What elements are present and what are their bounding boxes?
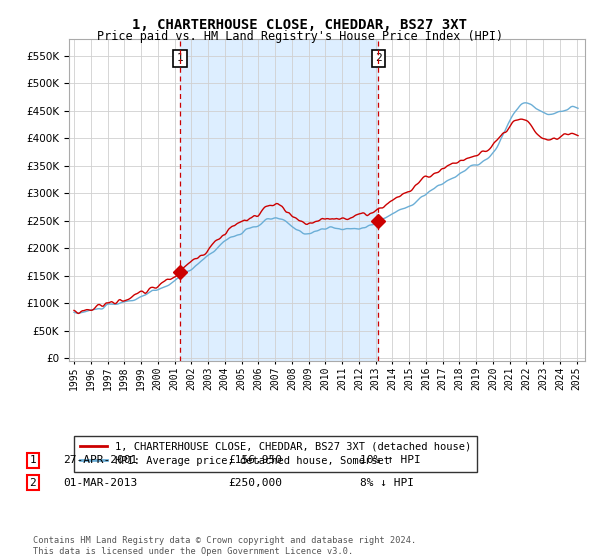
Text: 01-MAR-2013: 01-MAR-2013 xyxy=(63,478,137,488)
Text: 10% ↑ HPI: 10% ↑ HPI xyxy=(360,455,421,465)
Text: 1: 1 xyxy=(176,53,183,63)
Text: 27-APR-2001: 27-APR-2001 xyxy=(63,455,137,465)
Text: £156,950: £156,950 xyxy=(228,455,282,465)
Text: Price paid vs. HM Land Registry's House Price Index (HPI): Price paid vs. HM Land Registry's House … xyxy=(97,30,503,43)
Text: Contains HM Land Registry data © Crown copyright and database right 2024.
This d: Contains HM Land Registry data © Crown c… xyxy=(33,536,416,556)
Text: £250,000: £250,000 xyxy=(228,478,282,488)
Text: 2: 2 xyxy=(375,53,382,63)
Text: 1: 1 xyxy=(29,455,37,465)
Text: 8% ↓ HPI: 8% ↓ HPI xyxy=(360,478,414,488)
Text: 2: 2 xyxy=(29,478,37,488)
Bar xyxy=(180,39,379,361)
Text: 1, CHARTERHOUSE CLOSE, CHEDDAR, BS27 3XT: 1, CHARTERHOUSE CLOSE, CHEDDAR, BS27 3XT xyxy=(133,18,467,32)
Legend: 1, CHARTERHOUSE CLOSE, CHEDDAR, BS27 3XT (detached house), HPI: Average price, d: 1, CHARTERHOUSE CLOSE, CHEDDAR, BS27 3XT… xyxy=(74,436,478,472)
